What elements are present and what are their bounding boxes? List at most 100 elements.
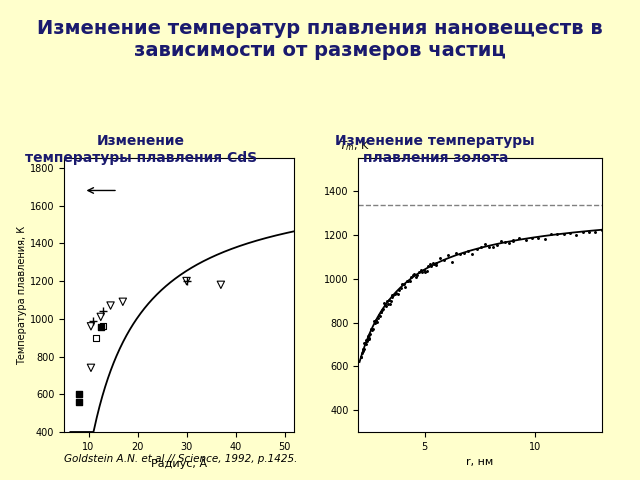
- Point: [488, 243, 498, 251]
- Point: [98, 307, 108, 315]
- Point: [385, 300, 395, 307]
- Point: [360, 339, 370, 347]
- Point: [361, 336, 371, 344]
- Point: [394, 287, 404, 294]
- Point: [397, 280, 407, 288]
- Point: [429, 260, 440, 267]
- Point: [426, 262, 436, 270]
- Point: [546, 230, 556, 238]
- Point: [527, 235, 537, 242]
- Point: [379, 299, 389, 306]
- Point: [360, 340, 371, 348]
- Point: [98, 323, 108, 330]
- Point: [403, 277, 413, 285]
- Point: [400, 283, 410, 291]
- Point: [447, 259, 457, 266]
- Point: [362, 336, 372, 343]
- Point: [476, 243, 486, 251]
- Point: [508, 237, 518, 244]
- Point: [408, 271, 418, 279]
- Point: [402, 277, 412, 285]
- Point: [410, 270, 420, 278]
- Point: [381, 302, 391, 310]
- Point: [404, 277, 415, 285]
- Point: [376, 308, 387, 316]
- Point: [378, 305, 388, 313]
- Point: [86, 323, 96, 330]
- X-axis label: r, нм: r, нм: [467, 457, 493, 467]
- Point: [355, 353, 365, 361]
- Point: [439, 256, 449, 264]
- Point: [406, 273, 417, 281]
- Point: [376, 308, 386, 315]
- Point: [91, 334, 101, 341]
- Point: [372, 318, 382, 325]
- Point: [181, 277, 191, 285]
- Point: [388, 291, 398, 299]
- Point: [365, 330, 376, 338]
- Point: [435, 254, 445, 262]
- Point: [472, 245, 482, 253]
- Point: [590, 228, 600, 236]
- Point: [399, 280, 409, 288]
- Point: [358, 345, 369, 353]
- Point: [382, 297, 392, 305]
- Point: [385, 297, 396, 305]
- Point: [515, 234, 525, 241]
- Point: [368, 325, 378, 333]
- Point: [364, 331, 374, 339]
- Point: [95, 324, 106, 331]
- Point: [463, 247, 474, 255]
- Point: [431, 259, 441, 266]
- Text: Goldstein A.N. et al.// Science, 1992, p.1425.: Goldstein A.N. et al.// Science, 1992, p…: [64, 454, 298, 464]
- Point: [459, 249, 469, 257]
- Point: [504, 239, 514, 247]
- Point: [420, 268, 430, 276]
- Text: Изменение температур плавления нановеществ в
зависимости от размеров частиц: Изменение температур плавления нановещес…: [37, 19, 603, 60]
- Point: [118, 298, 128, 306]
- Point: [106, 302, 116, 310]
- Point: [552, 230, 563, 238]
- Point: [74, 390, 84, 398]
- Point: [391, 288, 401, 296]
- Text: Изменение температуры
плавления золота: Изменение температуры плавления золота: [335, 134, 535, 165]
- Point: [428, 259, 438, 267]
- Point: [377, 306, 387, 314]
- Point: [383, 300, 393, 308]
- Point: [577, 228, 588, 236]
- Point: [387, 291, 397, 299]
- Point: [356, 353, 366, 360]
- Point: [374, 312, 384, 319]
- Point: [423, 262, 433, 270]
- Point: [86, 364, 96, 372]
- Point: [359, 339, 369, 347]
- Point: [559, 230, 569, 238]
- Point: [492, 241, 502, 249]
- Point: [374, 312, 385, 320]
- Point: [584, 228, 594, 236]
- Point: [508, 236, 518, 243]
- Point: [417, 268, 427, 276]
- Point: [362, 337, 372, 345]
- Point: [521, 236, 531, 244]
- Point: [95, 313, 106, 321]
- Point: [181, 277, 191, 285]
- Point: [384, 296, 394, 304]
- Point: [533, 234, 543, 241]
- Point: [367, 326, 378, 334]
- Point: [364, 336, 374, 343]
- Point: [363, 333, 373, 340]
- Point: [366, 325, 376, 333]
- Point: [387, 293, 397, 300]
- Point: [396, 285, 406, 292]
- Point: [372, 314, 383, 322]
- Point: [74, 398, 84, 406]
- Point: [356, 349, 367, 357]
- Point: [392, 289, 403, 297]
- Point: [364, 334, 374, 341]
- Y-axis label: Температура плавления, К: Температура плавления, К: [17, 226, 27, 365]
- Point: [496, 237, 506, 245]
- Point: [431, 261, 441, 269]
- Point: [369, 317, 379, 324]
- Point: [424, 260, 435, 267]
